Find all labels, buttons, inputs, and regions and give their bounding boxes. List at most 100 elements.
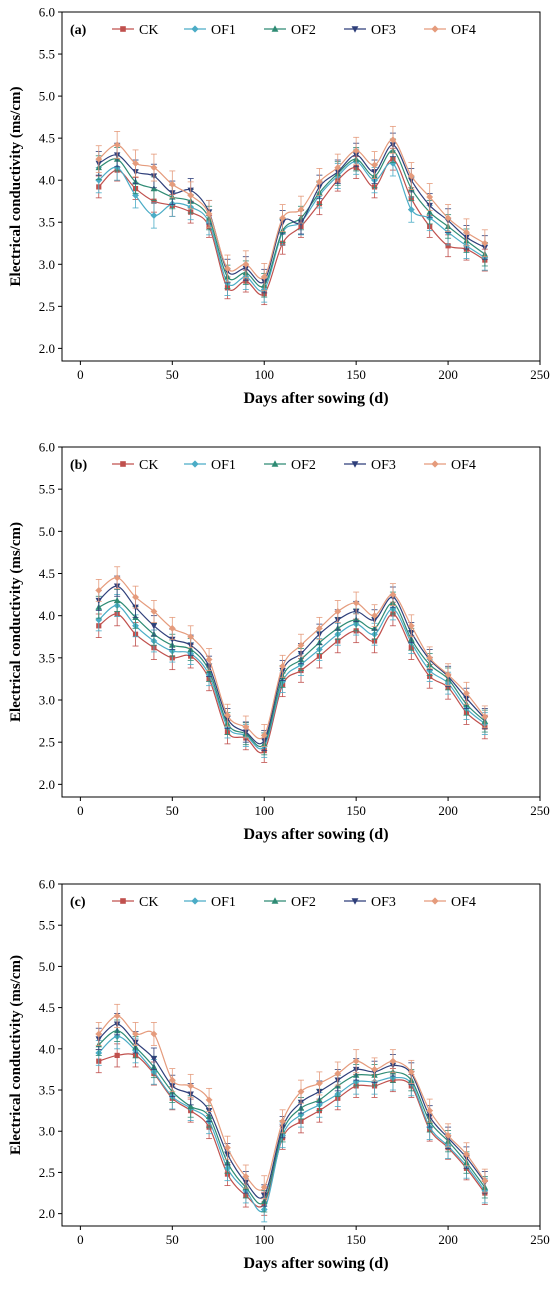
- series-line: [98, 139, 486, 280]
- legend-marker: [351, 898, 359, 905]
- y-axis-label: Electrical conductivity (ms/cm): [8, 87, 24, 287]
- legend-marker: [271, 25, 279, 32]
- y-tick-label: 3.0: [39, 1124, 55, 1139]
- data-point: [334, 164, 342, 171]
- data-point: [389, 1057, 397, 1065]
- legend-marker: [351, 26, 359, 33]
- legend-marker: [191, 897, 199, 905]
- y-tick-label: 4.5: [39, 131, 55, 146]
- data-point: [426, 1107, 434, 1115]
- data-point: [315, 624, 323, 632]
- plot-frame: [61, 11, 541, 362]
- data-point: [371, 161, 378, 169]
- data-point: [224, 265, 231, 272]
- panel-label: (b): [70, 458, 87, 473]
- y-tick-label: 2.0: [39, 341, 55, 356]
- data-point: [113, 141, 121, 149]
- data-point: [334, 1070, 342, 1077]
- series-of4: [95, 566, 489, 747]
- x-tick-label: 0: [77, 803, 84, 818]
- legend-marker: [120, 898, 126, 904]
- data-point: [132, 1030, 139, 1038]
- y-tick-label: 3.5: [39, 215, 55, 230]
- series-line: [98, 1053, 486, 1208]
- series-ck: [95, 147, 488, 306]
- y-tick-label: 4.0: [39, 1041, 55, 1056]
- legend-marker: [120, 461, 126, 467]
- data-point: [279, 662, 287, 670]
- data-point: [168, 624, 176, 632]
- x-tick-label: 50: [166, 367, 179, 382]
- data-point: [444, 671, 452, 679]
- data-point: [168, 180, 176, 188]
- data-point: [407, 622, 415, 630]
- y-tick-label: 5.5: [39, 918, 55, 933]
- legend-entry: CK: [139, 23, 158, 38]
- legend-entry: OF1: [211, 895, 236, 910]
- data-point: [95, 176, 103, 184]
- x-axis-label: Days after sowing (d): [243, 390, 388, 407]
- data-point: [205, 656, 213, 663]
- data-point: [187, 1102, 194, 1110]
- data-point: [151, 198, 157, 204]
- y-tick-label: 6.0: [39, 5, 55, 20]
- data-point: [187, 191, 195, 199]
- data-point: [150, 1056, 158, 1063]
- legend-marker: [431, 897, 439, 905]
- data-point: [132, 159, 139, 167]
- data-point: [113, 596, 121, 604]
- series-of4: [95, 125, 489, 291]
- y-tick-label: 3.5: [39, 1083, 55, 1098]
- legend: CK OF1 OF2 OF3 OF4: [112, 895, 476, 910]
- series-line: [98, 585, 486, 745]
- x-tick-label: 200: [438, 367, 458, 382]
- y-tick-label: 6.0: [39, 440, 55, 455]
- series-line: [98, 150, 486, 288]
- data-point: [444, 1131, 452, 1139]
- data-point: [297, 206, 305, 214]
- legend-marker: [191, 460, 199, 468]
- y-tick-label: 2.0: [39, 1206, 55, 1221]
- chart-panel-c: 0 50 100 150 200 250 2.0 2.5 3.0 3.5 4.0 4.5 5.0 5.5 6…: [8, 877, 550, 1273]
- data-point: [371, 1066, 378, 1073]
- legend-marker: [351, 461, 359, 468]
- x-tick-label: 50: [166, 803, 179, 818]
- data-point: [168, 1076, 176, 1084]
- data-point: [132, 593, 139, 601]
- legend-entry: OF2: [291, 23, 316, 38]
- y-tick-label: 2.5: [39, 735, 55, 750]
- series-line: [98, 604, 486, 750]
- legend-marker: [191, 25, 199, 33]
- data-point: [481, 1177, 489, 1185]
- data-point: [260, 732, 268, 739]
- y-tick-label: 5.5: [39, 47, 55, 62]
- x-axis-label: Days after sowing (d): [243, 1255, 388, 1272]
- data-point: [463, 1150, 470, 1158]
- chart-panel-b: 0 50 100 150 200 250 2.0 2.5 3.0 3.5 4.0 4.5 5.0 5.5 6…: [8, 440, 550, 844]
- data-point: [95, 1030, 103, 1038]
- y-tick-label: 6.0: [39, 877, 55, 892]
- x-tick-label: 100: [254, 367, 274, 382]
- y-tick-label: 2.5: [39, 299, 55, 314]
- series-line: [98, 577, 486, 740]
- x-tick-label: 0: [77, 367, 84, 382]
- legend-entry: OF1: [211, 23, 236, 38]
- series-line: [98, 144, 486, 284]
- y-tick-label: 4.0: [39, 608, 55, 623]
- series-of3: [95, 132, 489, 294]
- data-point: [113, 1012, 121, 1020]
- data-point: [371, 612, 378, 620]
- data-point: [481, 239, 489, 247]
- x-tick-label: 100: [254, 803, 274, 818]
- data-point: [242, 723, 250, 731]
- data-point: [334, 608, 342, 615]
- legend-entry: OF3: [371, 458, 396, 473]
- series-line: [98, 1015, 486, 1191]
- plot-frame: [61, 883, 541, 1227]
- panel-label: (a): [70, 23, 87, 38]
- data-point: [352, 599, 360, 607]
- data-point: [113, 574, 121, 582]
- data-point: [224, 1144, 231, 1152]
- legend-entry: OF4: [451, 23, 476, 38]
